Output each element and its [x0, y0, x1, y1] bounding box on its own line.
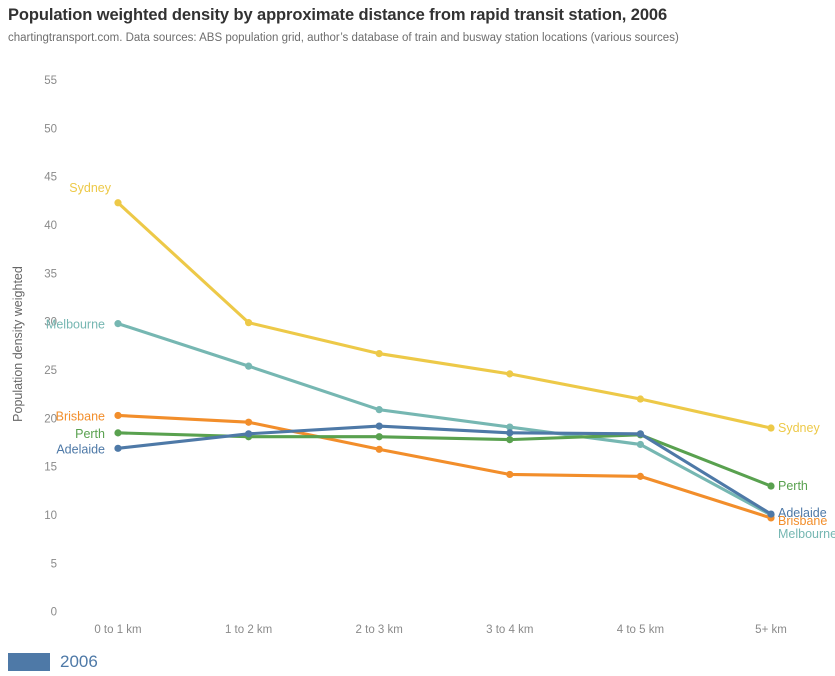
data-point-adelaide[interactable]	[245, 430, 253, 438]
x-tick-label: 2 to 3 km	[356, 624, 403, 636]
data-point-perth[interactable]	[114, 429, 122, 437]
data-point-melbourne[interactable]	[114, 320, 122, 328]
chart-subtitle: chartingtransport.com. Data sources: ABS…	[8, 32, 679, 44]
series-label-right-adelaide: Adelaide	[778, 506, 827, 520]
data-point-melbourne[interactable]	[245, 362, 253, 370]
y-tick-label: 25	[44, 365, 57, 377]
data-point-sydney[interactable]	[114, 199, 122, 207]
data-point-brisbane[interactable]	[114, 411, 122, 420]
series-line-melbourne	[116, 322, 773, 517]
x-tick-label: 3 to 4 km	[486, 624, 533, 636]
data-point-brisbane[interactable]	[375, 445, 383, 453]
data-point-melbourne[interactable]	[636, 440, 645, 449]
chart-title: Population weighted density by approxima…	[8, 6, 668, 24]
legend: 2006	[8, 652, 98, 672]
y-tick-label: 30	[44, 317, 57, 329]
y-tick-label: 45	[44, 172, 57, 184]
data-point-brisbane[interactable]	[636, 472, 645, 480]
data-point-perth[interactable]	[375, 433, 383, 441]
data-point-adelaide[interactable]	[114, 444, 122, 452]
series-label-left-adelaide: Adelaide	[56, 442, 105, 456]
series-line-sydney	[116, 201, 773, 430]
data-point-brisbane[interactable]	[506, 470, 514, 479]
y-tick-label: 5	[51, 558, 57, 570]
data-point-sydney[interactable]	[245, 319, 253, 327]
y-tick-label: 55	[44, 75, 57, 87]
series-line-adelaide	[116, 424, 773, 516]
y-tick-label: 10	[44, 510, 57, 522]
data-point-perth[interactable]	[767, 482, 775, 490]
data-point-brisbane[interactable]	[245, 418, 253, 426]
series-label-right-brisbane: Brisbane	[778, 514, 827, 528]
y-tick-label: 35	[44, 268, 57, 280]
data-point-sydney[interactable]	[636, 395, 645, 403]
data-point-adelaide[interactable]	[375, 422, 383, 430]
x-tick-label: 5+ km	[755, 624, 787, 636]
series-label-right-sydney: Sydney	[778, 421, 820, 435]
data-point-sydney[interactable]	[767, 424, 775, 432]
data-point-perth[interactable]	[506, 436, 514, 444]
series-label-left-sydney: Sydney	[69, 181, 111, 195]
data-point-adelaide[interactable]	[506, 429, 514, 437]
series-label-right-melbourne: Melbourne	[778, 527, 835, 541]
x-tick-label: 0 to 1 km	[94, 624, 141, 636]
data-point-melbourne[interactable]	[375, 406, 383, 414]
series-label-left-brisbane: Brisbane	[56, 409, 105, 423]
y-tick-label: 40	[44, 220, 57, 232]
data-point-melbourne[interactable]	[506, 423, 514, 431]
series-line-perth	[116, 431, 773, 488]
x-tick-label: 4 to 5 km	[617, 624, 664, 636]
series-label-left-perth: Perth	[75, 427, 105, 441]
series-line-brisbane	[116, 413, 773, 520]
legend-swatch-2006[interactable]	[8, 653, 50, 671]
x-tick-label: 1 to 2 km	[225, 624, 272, 636]
legend-label-2006[interactable]: 2006	[60, 652, 98, 671]
y-tick-label: 50	[44, 123, 57, 135]
data-point-adelaide[interactable]	[636, 430, 645, 438]
series-label-right-perth: Perth	[778, 479, 808, 493]
data-point-adelaide[interactable]	[767, 510, 775, 518]
y-tick-label: 15	[44, 462, 57, 474]
data-point-sydney[interactable]	[375, 349, 383, 358]
data-point-sydney[interactable]	[506, 370, 514, 378]
series-label-left-melbourne: Melbourne	[46, 318, 105, 332]
y-tick-label: 20	[44, 413, 57, 425]
y-tick-label: 0	[51, 607, 57, 619]
